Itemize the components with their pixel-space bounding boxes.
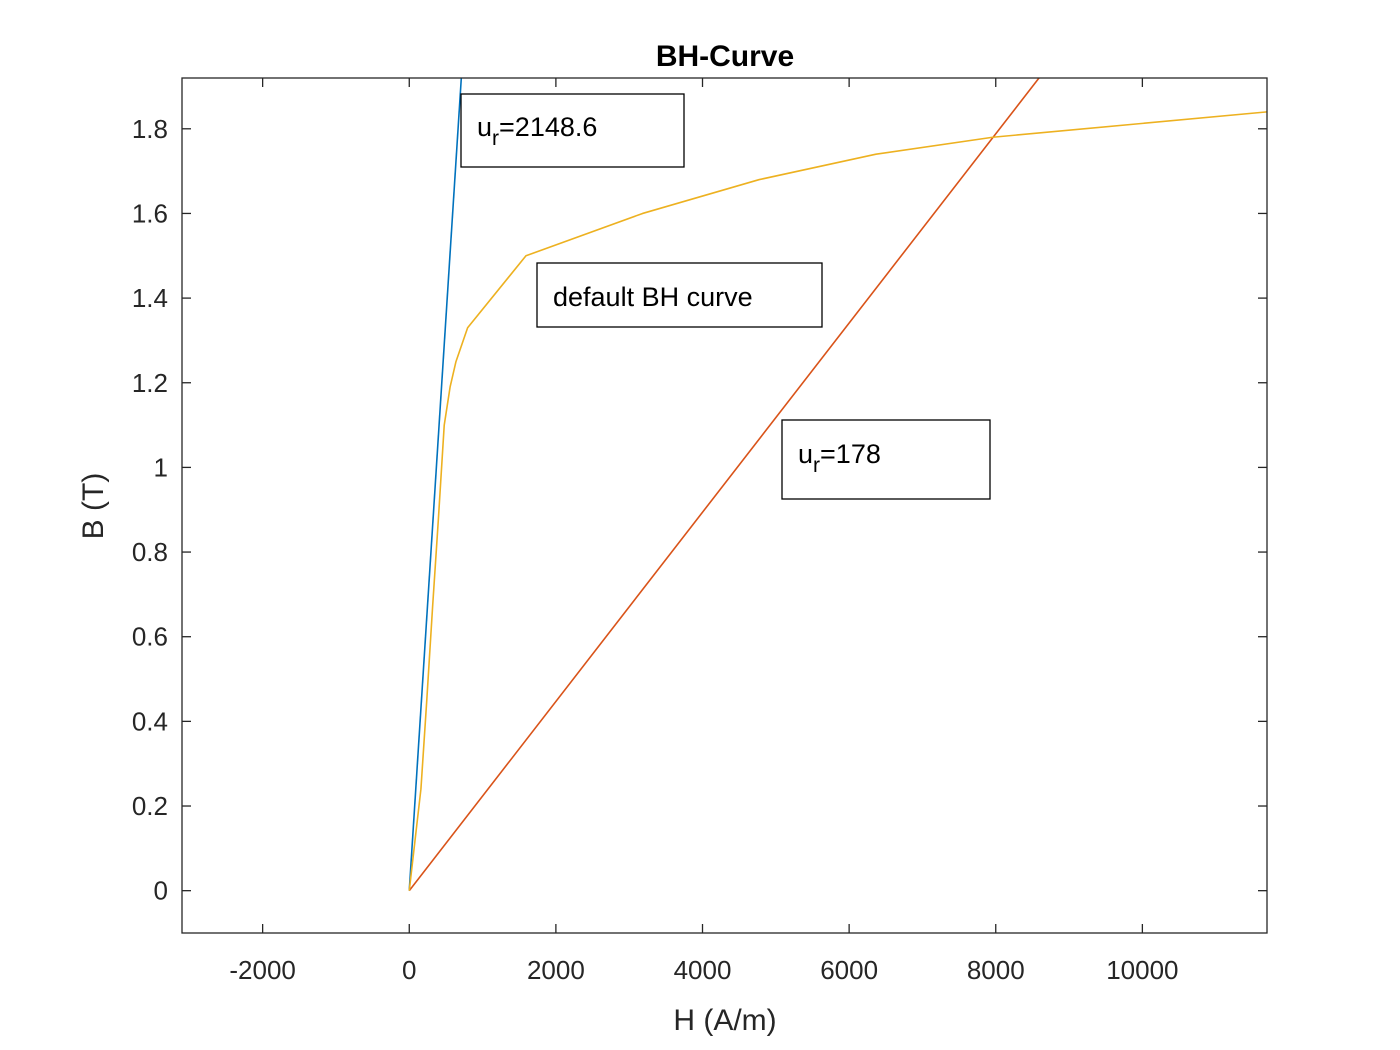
annotation-rest: =178	[820, 439, 881, 469]
ticks-layer: -2000 0 2000 4000 6000 8000 10000 0 0.2 0.4 0.6 0.8…	[132, 78, 1267, 985]
x-axis-label: H (A/m)	[673, 1004, 776, 1037]
series-line-default-bh	[408, 111, 1268, 891]
annotation-text: ur=2148.6	[477, 112, 597, 150]
series-line-ur-178	[408, 77, 1040, 892]
annotation-text: default BH curve	[553, 282, 753, 312]
y-tick-label: 0.8	[132, 537, 168, 567]
y-tick-label: 0.4	[132, 706, 168, 736]
x-tick-label: 2000	[527, 955, 585, 985]
annotation-default-bh: default BH curve	[536, 262, 823, 328]
x-tick-label: -2000	[229, 955, 296, 985]
chart-title: BH-Curve	[656, 40, 794, 73]
y-axis-label: B (T)	[77, 473, 110, 540]
y-tick-label: 1.4	[132, 283, 168, 313]
y-tick-label: 0.2	[132, 791, 168, 821]
x-tick-label: 6000	[820, 955, 878, 985]
annotation-rest: =2148.6	[499, 112, 597, 142]
x-tick-label: 0	[402, 955, 416, 985]
y-tick-label: 1.8	[132, 114, 168, 144]
x-tick-label: 10000	[1106, 955, 1178, 985]
y-tick-label: 1	[154, 452, 168, 482]
annotation-base: u	[477, 112, 492, 142]
x-tick-label: 4000	[674, 955, 732, 985]
y-tick-label: 1.6	[132, 198, 168, 228]
annotation-ur-178: ur=178	[781, 419, 991, 500]
annotation-box	[460, 93, 685, 168]
annotation-ur-2148: ur=2148.6	[460, 93, 685, 168]
annotation-box	[781, 419, 991, 500]
x-tick-label: 8000	[967, 955, 1025, 985]
plot-area-frame	[181, 77, 1268, 934]
series-line-ur-2148	[408, 77, 463, 891]
annotation-subscript: r	[813, 454, 820, 477]
y-tick-label: 0	[154, 876, 168, 906]
annotation-box	[536, 262, 823, 328]
y-tick-label: 1.2	[132, 368, 168, 398]
y-tick-label: 0.6	[132, 622, 168, 652]
series-layer	[408, 77, 1268, 892]
annotation-text: ur=178	[798, 439, 881, 477]
annotation-base: u	[798, 439, 813, 469]
annotation-subscript: r	[492, 127, 499, 150]
